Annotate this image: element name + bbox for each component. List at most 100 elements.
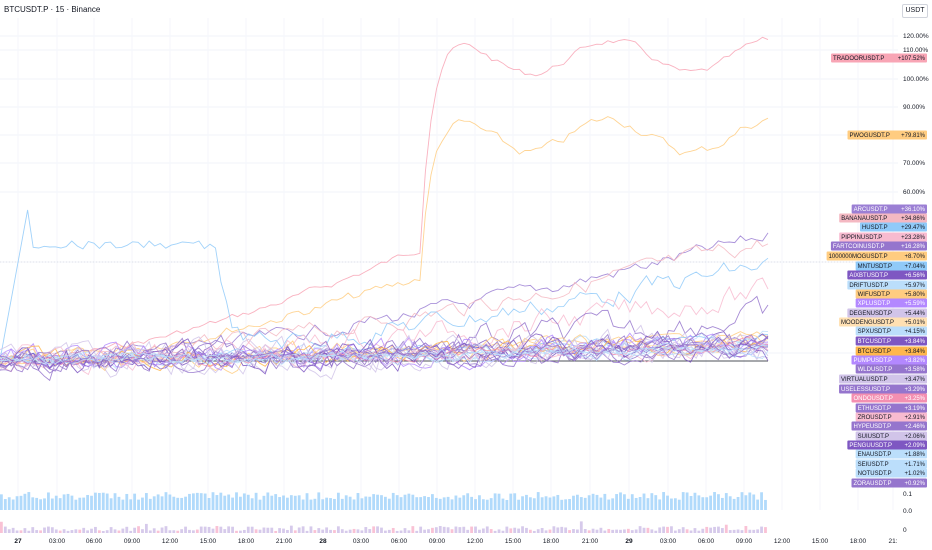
volume-bar	[517, 499, 521, 510]
indicator-bar	[576, 529, 579, 533]
series-tag-name: MNTUSDT.P	[858, 264, 892, 270]
indicator-bar	[321, 529, 325, 533]
indicator-bar	[415, 530, 419, 533]
series-tag	[839, 232, 927, 242]
volume-bar	[525, 494, 528, 510]
series-line	[0, 335, 769, 371]
chart-title: BTCUSDT.P · 15 · Binance	[4, 5, 101, 14]
volume-bar	[603, 493, 607, 510]
series-tag-value: +5.80%	[904, 292, 925, 298]
volume-bar	[489, 498, 493, 510]
volume-bar	[646, 498, 650, 510]
volume-bar	[587, 495, 591, 510]
series-tag	[855, 468, 927, 478]
series-tag	[847, 440, 927, 450]
volume-bar	[454, 495, 458, 510]
volume-bar	[54, 495, 58, 510]
indicator-bar	[607, 528, 611, 533]
series-tag-name: DRIFTUSDT.P	[849, 283, 888, 289]
indicator-bar	[219, 526, 223, 533]
indicator-bar	[340, 529, 344, 533]
indicator-bar	[39, 530, 42, 533]
volume-bar	[764, 499, 767, 510]
indicator-bar	[391, 527, 395, 533]
indicator-bar	[587, 530, 591, 533]
volume-bar	[724, 493, 728, 510]
indicator-bar	[583, 529, 587, 533]
volume-bar	[407, 493, 411, 510]
volume-bar	[113, 493, 117, 510]
volume-bar	[752, 494, 756, 510]
volume-bar	[411, 494, 415, 510]
volume-bar	[591, 493, 595, 510]
indicator-bar	[384, 530, 387, 533]
x-tick-label: 06:00	[86, 538, 103, 545]
volume-bar	[568, 499, 571, 510]
indicator-bar	[262, 527, 266, 533]
indicator-bar	[258, 529, 262, 533]
volume-bar	[384, 496, 387, 510]
volume-bar	[282, 495, 285, 510]
currency-button[interactable]: USDT	[902, 4, 928, 18]
volume-bar	[329, 498, 332, 510]
volume-bar	[78, 497, 82, 510]
volume-bar	[717, 494, 720, 510]
volume-bar	[654, 495, 658, 510]
indicator-bar	[466, 529, 470, 533]
indicator-bar	[740, 530, 744, 533]
series-tag-value: +1.71%	[904, 462, 925, 468]
volume-bar	[70, 495, 74, 510]
indicator-bar	[364, 527, 368, 533]
indicator-bar	[579, 521, 583, 533]
volume-bar	[532, 498, 536, 510]
series-tag-name: SUIUSDT.P	[858, 434, 889, 440]
volume-bar	[650, 493, 654, 510]
volume-bar	[176, 497, 180, 510]
volume-bar	[713, 492, 716, 510]
indicator-bar	[360, 530, 364, 533]
indicator-bar	[548, 529, 552, 533]
volume-bar	[258, 499, 262, 510]
indicator-bar	[215, 526, 219, 533]
indicator-bar	[35, 530, 39, 533]
series-tag-value: +5.44%	[904, 311, 925, 317]
indicator-bar	[701, 528, 705, 533]
volume-bar	[254, 492, 258, 510]
volume-bar	[129, 499, 133, 510]
indicator-bar	[47, 526, 50, 533]
volume-bar	[211, 492, 215, 510]
indicator-bar	[423, 529, 426, 533]
indicator-bar	[513, 527, 517, 533]
indicator-bar	[133, 527, 137, 533]
volume-bar	[286, 497, 289, 510]
indicator-bar	[164, 526, 168, 533]
volume-bar	[50, 498, 54, 510]
indicator-bar	[54, 529, 58, 533]
volume-bar	[450, 499, 454, 510]
volume-bar	[152, 496, 156, 510]
indicator-bar	[325, 527, 329, 533]
indicator-bar	[528, 529, 532, 533]
volume-bar	[148, 498, 152, 510]
series-tag	[831, 53, 927, 63]
volume-bar	[340, 498, 344, 510]
series-tag-value: +36.10%	[901, 207, 926, 213]
volume-bar	[270, 495, 274, 510]
volume-bar	[203, 493, 207, 510]
volume-bar	[380, 495, 383, 510]
indicator-bar	[509, 528, 513, 533]
volume-bar	[709, 495, 713, 510]
series-tag	[855, 326, 927, 336]
indicator-bar	[11, 527, 15, 533]
series-tag	[855, 431, 927, 441]
volume-bar	[485, 499, 489, 510]
volume-bar	[481, 499, 485, 510]
series-tag-name: WLDUSDT.P	[858, 367, 893, 373]
indicator-bar	[615, 529, 618, 533]
volume-bar	[458, 497, 462, 510]
series-tag	[855, 412, 927, 422]
volume-bar	[544, 496, 548, 510]
indicator-bar	[411, 526, 415, 533]
volume-bar	[356, 493, 360, 510]
